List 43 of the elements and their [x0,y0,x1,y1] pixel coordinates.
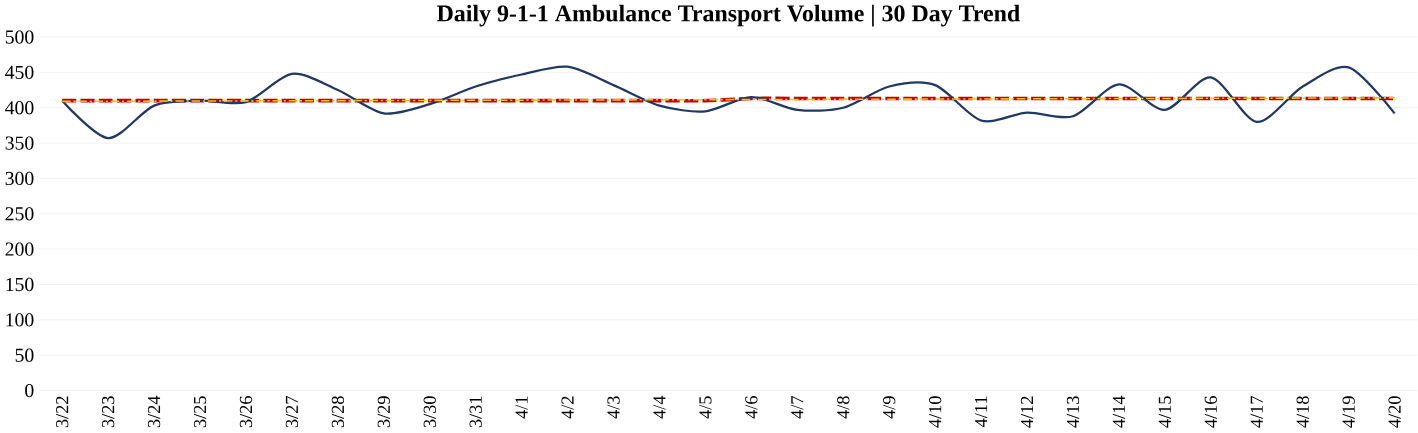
x-tick-label: 3/23 [101,396,115,428]
y-tick-label: 100 [6,313,34,327]
x-tick-label: 4/20 [1388,396,1401,428]
x-tick-label: 4/16 [1204,396,1217,428]
x-tick-label: 4/1 [515,396,528,419]
x-tick-label: 3/30 [423,396,436,428]
x-tick-label: 4/13 [1066,396,1080,428]
y-tick-label: 300 [5,171,34,186]
x-tick-label: 4/18 [1296,396,1309,428]
x-tick-label: 4/2 [561,396,574,419]
x-tick-label: 3/29 [377,396,390,428]
x-tick-label: 4/6 [745,396,758,419]
y-tick-label: 400 [5,101,34,115]
chart-title: Daily 9-1-1 Ambulance Transport Volume | 30 Day Trend [436,4,1020,27]
x-tick-label: 4/12 [1020,396,1034,428]
x-tick-label: 3/31 [469,396,482,428]
x-tick-label: 3/24 [147,395,161,428]
y-tick-label: 350 [5,136,34,150]
x-tick-label: 3/25 [193,396,207,428]
x-tick-label: 4/19 [1342,396,1355,428]
y-tick-label: 200 [5,242,34,256]
x-tick-label: 4/17 [1250,396,1263,428]
x-tick-label: 4/10 [928,396,942,428]
x-tick-label: 3/22 [56,396,69,428]
x-tick-label: 4/11 [974,396,988,428]
x-tick-label: 4/7 [791,396,804,419]
y-tick-label: 0 [25,384,34,398]
x-tick-label: 4/3 [607,396,620,419]
x-tick-label: 4/15 [1158,396,1171,428]
y-tick-label: 450 [5,65,34,80]
x-tick-label: 4/5 [699,396,712,419]
x-tick-label: 3/28 [331,396,345,428]
x-tick-label: 3/26 [239,396,253,428]
y-tick-label: 150 [6,277,34,292]
line-series [61,65,1396,140]
x-tick-label: 4/14 [1112,395,1126,428]
x-tick-label: 3/27 [285,396,299,428]
y-tick-label: 500 [5,30,34,44]
x-tick-label: 4/8 [837,396,850,419]
y-tick-label: 50 [15,348,34,362]
y-tick-label: 250 [5,207,34,221]
x-tick-label: 4/4 [653,395,666,419]
x-tick-label: 4/9 [883,396,896,419]
